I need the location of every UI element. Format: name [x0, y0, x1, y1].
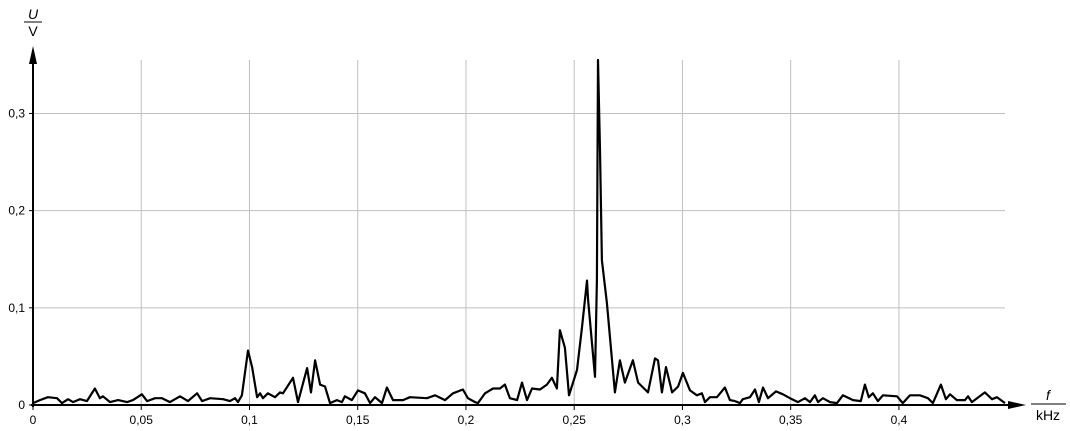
x-axis [31, 401, 1026, 409]
x-tick-label: 0,2 [458, 413, 475, 427]
x-tick-label: 0,35 [779, 413, 803, 427]
y-tick-label: 0 [18, 398, 25, 412]
x-axis-symbol: f [1046, 387, 1052, 403]
y-tick-label: 0,3 [8, 106, 25, 120]
y-axis-label: U V [24, 6, 42, 39]
x-axis-unit: kHz [1036, 407, 1060, 423]
series-line [32, 58, 1006, 405]
y-tick-label: 0,1 [8, 301, 25, 315]
y-axis-symbol: U [28, 6, 39, 22]
grid [33, 60, 1005, 405]
x-tick-label: 0,25 [563, 413, 587, 427]
y-axis-unit: V [28, 23, 38, 39]
tick-labels: 0 0,05 0,1 0,15 0,2 0,25 0,3 0,35 0,4 0 0,1 0,2 0,3 [8, 106, 907, 427]
y-tick-label: 0,2 [8, 204, 25, 218]
x-tick-label: 0,3 [674, 413, 691, 427]
x-axis-label: f kHz [1031, 387, 1066, 423]
x-tick-label: 0,05 [130, 413, 154, 427]
y-axis [29, 46, 37, 407]
x-tick-label: 0,4 [891, 413, 908, 427]
x-axis-arrow-icon [1008, 401, 1026, 409]
x-tick-label: 0,15 [346, 413, 370, 427]
x-tick-label: 0 [30, 413, 37, 427]
y-axis-arrow-icon [29, 46, 37, 64]
x-tick-label: 0,1 [241, 413, 258, 427]
